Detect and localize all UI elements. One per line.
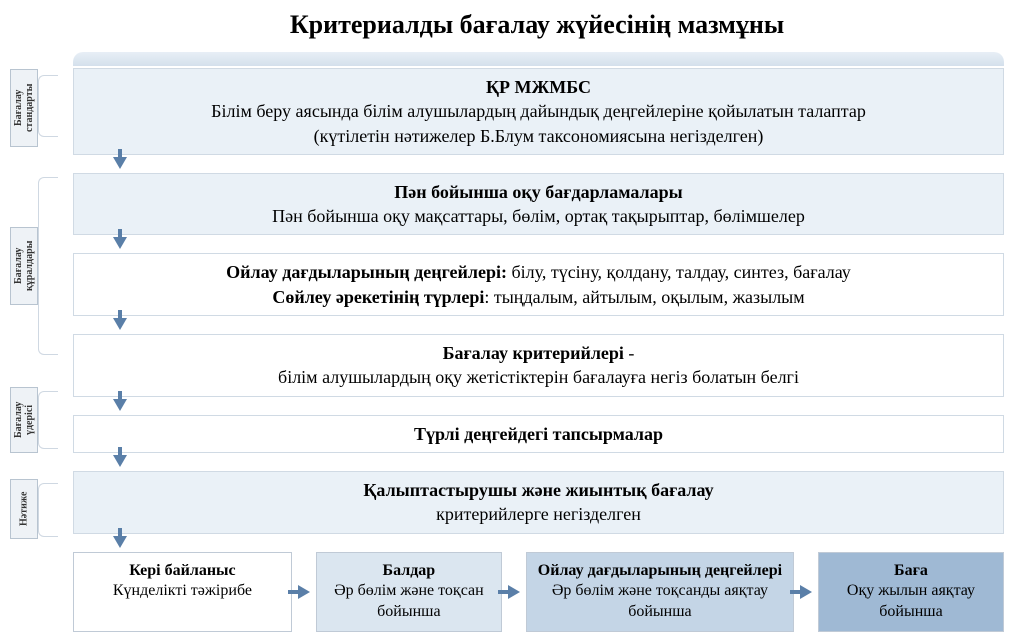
block-text: Сөйлеу әрекетінің түрлері: тыңдалым, айт…: [88, 285, 989, 309]
side-label-result: Нәтиже: [10, 479, 38, 539]
bottom-row: Кері байланыс Күнделікті тәжірибе Балдар…: [73, 552, 1004, 632]
sidebar: Бағалау стандарты Бағалау құралдары Баға…: [10, 57, 65, 632]
block-heading: Түрлі деңгейдегі тапсырмалар: [88, 422, 989, 446]
block-standard: ҚР МЖМБС Білім беру аясында білім алушыл…: [73, 68, 1004, 155]
arrow-down: [73, 536, 1004, 548]
content-column: ҚР МЖМБС Білім беру аясында білім алушыл…: [73, 52, 1004, 632]
arrow-down: [73, 237, 1004, 249]
banner-decor: [73, 52, 1004, 66]
arrow-down: [73, 157, 1004, 169]
block-criteria: Бағалау критерийлері - білім алушылардың…: [73, 334, 1004, 397]
block-program: Пән бойынша оқу бағдарламалары Пән бойын…: [73, 173, 1004, 236]
arrow-right-icon: [800, 585, 812, 599]
bottom-heading: Баға: [829, 561, 993, 582]
block-text: Пән бойынша оқу мақсаттары, бөлім, ортақ…: [88, 204, 989, 228]
block-heading: Қалыптастырушы және жиынтық бағалау: [88, 478, 989, 502]
bottom-text: Әр бөлім және тоқсан бойынша: [327, 581, 491, 623]
bottom-heading: Балдар: [327, 561, 491, 582]
diagram-area: Бағалау стандарты Бағалау құралдары Баға…: [10, 52, 1004, 632]
arrow-down: [73, 399, 1004, 411]
side-label-tools: Бағалау құралдары: [10, 227, 38, 305]
block-text: білім алушылардың оқу жетістіктерін баға…: [88, 365, 989, 389]
bottom-heading: Кері байланыс: [84, 561, 281, 582]
bottom-levels: Ойлау дағдыларының деңгейлері Әр бөлім ж…: [526, 552, 794, 632]
bottom-grade: Баға Оқу жылын аяқтау бойынша: [818, 552, 1004, 632]
bottom-text: Күнделікті тәжірибе: [84, 581, 281, 602]
arrow-down: [73, 455, 1004, 467]
arrow-right-icon: [508, 585, 520, 599]
block-text: Білім беру аясында білім алушылардың дай…: [88, 99, 989, 123]
block-heading: ҚР МЖМБС: [88, 75, 989, 99]
side-label-process: Бағалау үдерісі: [10, 387, 38, 453]
bottom-feedback: Кері байланыс Күнделікті тәжірибе: [73, 552, 292, 632]
bottom-scores: Балдар Әр бөлім және тоқсан бойынша: [316, 552, 502, 632]
arrow-right-icon: [298, 585, 310, 599]
page-title: Критериалды бағалау жүйесінің мазмұны: [70, 10, 1004, 40]
bottom-heading: Ойлау дағдыларының деңгейлері: [537, 561, 783, 582]
block-heading: Пән бойынша оқу бағдарламалары: [88, 180, 989, 204]
block-text: критерийлерге негізделген: [88, 502, 989, 526]
block-text: (күтілетін нәтижелер Б.Блум таксономиясы…: [88, 124, 989, 148]
block-assessment: Қалыптастырушы және жиынтық бағалау крит…: [73, 471, 1004, 534]
bottom-text: Оқу жылын аяқтау бойынша: [829, 581, 993, 623]
bottom-text: Әр бөлім және тоқсанды аяқтау бойынша: [537, 581, 783, 623]
block-tasks: Түрлі деңгейдегі тапсырмалар: [73, 415, 1004, 453]
block-text: Ойлау дағдыларының деңгейлері: білу, түс…: [88, 260, 989, 284]
arrow-down: [73, 318, 1004, 330]
side-label-standard: Бағалау стандарты: [10, 69, 38, 147]
block-heading: Бағалау критерийлері -: [88, 341, 989, 365]
block-skills: Ойлау дағдыларының деңгейлері: білу, түс…: [73, 253, 1004, 316]
